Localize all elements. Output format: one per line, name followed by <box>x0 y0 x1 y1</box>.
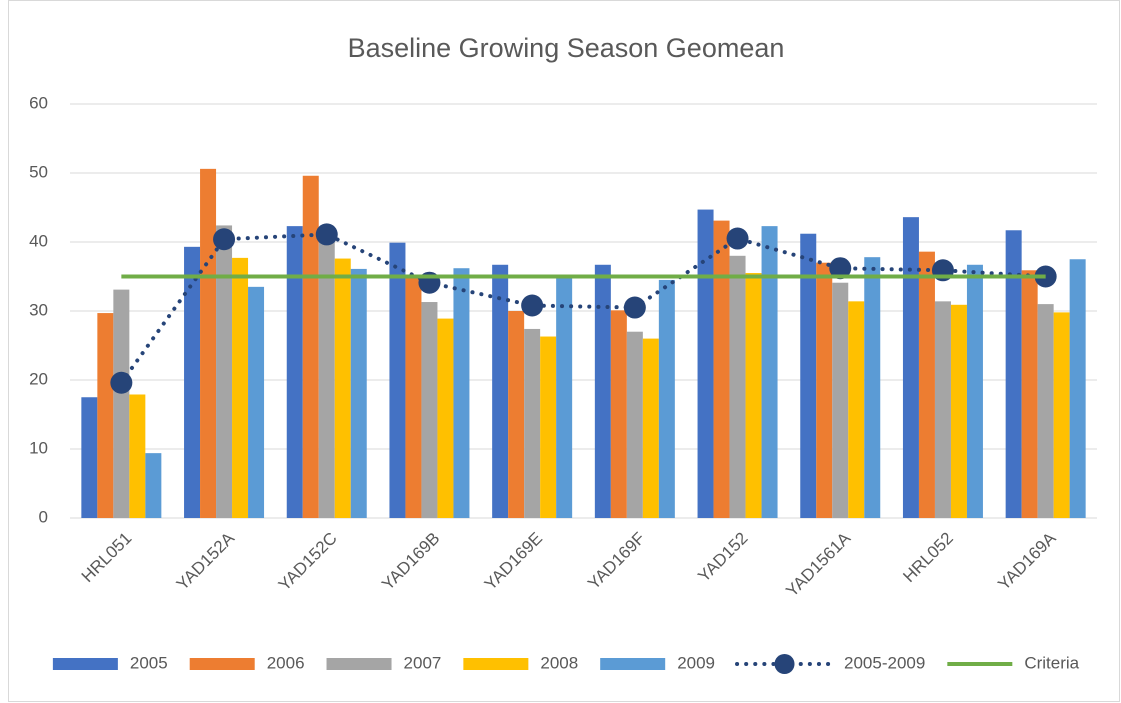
chart-title: Baseline Growing Season Geomean <box>348 33 785 63</box>
bar <box>1069 259 1086 518</box>
bar <box>864 257 881 518</box>
marker <box>315 223 338 246</box>
y-tick-label: 30 <box>29 300 48 319</box>
bar <box>492 264 509 518</box>
bar <box>421 302 438 518</box>
bar <box>216 225 233 518</box>
bar <box>610 310 627 518</box>
bar <box>556 275 573 518</box>
legend-label: 2007 <box>404 653 442 672</box>
bar <box>902 217 919 518</box>
legend: 2005 2006 2007 2008 2009 2005-2009 Criteria <box>52 653 1080 674</box>
bar <box>524 328 541 518</box>
bar <box>832 282 849 518</box>
bar <box>1005 230 1022 518</box>
bar <box>405 276 422 518</box>
legend-item: 2005-2009 <box>735 653 925 674</box>
legend-swatch <box>189 658 255 670</box>
series-line <box>119 232 1048 385</box>
bar <box>248 286 265 518</box>
bar <box>745 273 762 518</box>
legend-item: 2005 <box>52 653 168 672</box>
legend-swatch <box>326 658 392 670</box>
marker <box>726 227 749 250</box>
legend-label: 2005 <box>130 653 168 672</box>
y-tick-label: 10 <box>29 438 48 457</box>
legend-marker <box>774 654 795 674</box>
y-tick-label: 50 <box>29 162 48 181</box>
legend-label: 2009 <box>677 653 715 672</box>
bar <box>713 220 730 519</box>
bar <box>129 394 146 518</box>
legend-swatch <box>52 658 118 670</box>
bar <box>302 175 319 518</box>
bar <box>97 313 114 518</box>
bar <box>626 331 643 518</box>
bar <box>934 301 951 518</box>
bar <box>1053 312 1070 518</box>
bar <box>232 257 249 518</box>
bar <box>642 338 659 518</box>
bar <box>81 397 98 518</box>
bar <box>453 268 470 518</box>
bar <box>697 209 714 518</box>
bar <box>286 226 303 518</box>
bar <box>918 251 935 518</box>
legend-swatch <box>463 658 529 670</box>
legend-item: 2008 <box>463 653 578 672</box>
marker <box>623 296 646 319</box>
y-tick-label: 60 <box>29 93 48 112</box>
legend-item: 2007 <box>326 653 442 672</box>
legend-swatch <box>600 658 666 670</box>
bar <box>508 311 525 518</box>
bar <box>113 289 130 518</box>
y-tick-label: 0 <box>39 507 48 526</box>
legend-label: 2005-2009 <box>844 653 925 672</box>
bar <box>350 268 367 518</box>
bar <box>318 238 335 519</box>
bar <box>145 453 162 518</box>
y-tick-label: 20 <box>29 369 48 388</box>
bar <box>389 242 406 518</box>
bar <box>437 318 454 518</box>
legend-label: 2008 <box>540 653 578 672</box>
bar <box>966 264 983 518</box>
y-tick-label: 40 <box>29 231 48 250</box>
marker <box>829 257 852 280</box>
legend-item: 2009 <box>600 653 715 672</box>
marker <box>521 294 544 317</box>
legend-item: 2006 <box>189 653 305 672</box>
bar <box>1037 304 1054 518</box>
bar <box>816 262 833 518</box>
legend-item: Criteria <box>947 653 1080 672</box>
bar <box>950 304 967 518</box>
bar <box>200 168 217 519</box>
bar <box>594 264 611 518</box>
marker <box>213 228 236 251</box>
bar <box>334 258 351 518</box>
bar <box>800 233 817 518</box>
bar <box>1021 270 1038 518</box>
legend-label: 2006 <box>267 653 305 672</box>
bar <box>848 301 865 518</box>
bar <box>729 255 746 519</box>
bar <box>184 246 201 518</box>
marker <box>110 371 133 394</box>
bar <box>761 226 778 518</box>
bar <box>658 279 675 518</box>
bar <box>540 336 557 518</box>
legend-label: Criteria <box>1024 653 1079 672</box>
